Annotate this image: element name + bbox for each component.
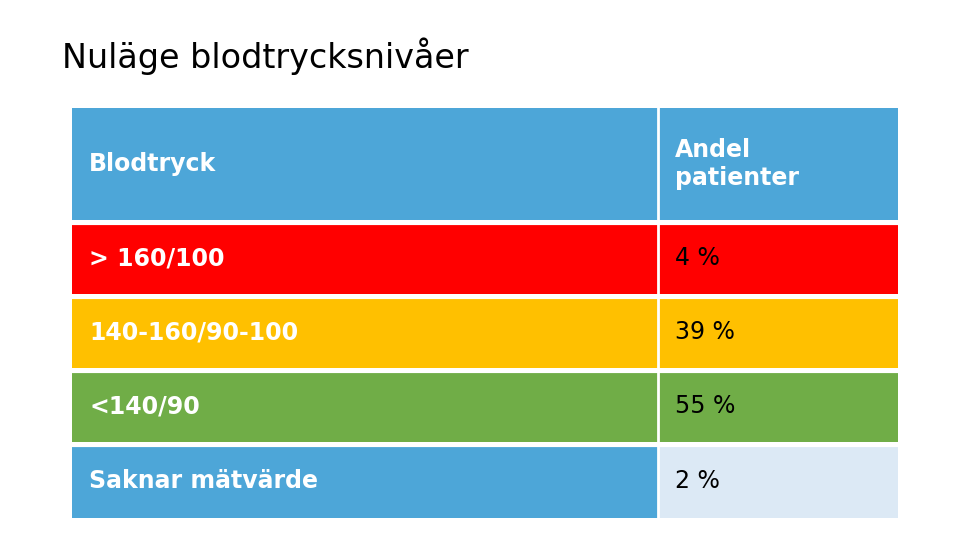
Bar	[658, 297, 898, 368]
Text: 39 %: 39 %	[675, 320, 734, 345]
Bar	[658, 370, 898, 442]
Text: 4 %: 4 %	[675, 246, 720, 271]
Bar	[72, 223, 658, 294]
Text: > 160/100: > 160/100	[89, 246, 225, 271]
Bar	[658, 108, 898, 220]
Text: Saknar mätvärde: Saknar mätvärde	[89, 469, 319, 494]
Bar	[658, 444, 898, 518]
Text: 140-160/90-100: 140-160/90-100	[89, 320, 299, 345]
Text: 2 %: 2 %	[675, 469, 720, 494]
Bar	[72, 108, 658, 220]
Text: 55 %: 55 %	[675, 394, 735, 418]
Text: Andel
patienter: Andel patienter	[675, 138, 799, 190]
Bar	[658, 223, 898, 294]
Text: Blodtryck: Blodtryck	[89, 152, 217, 176]
Bar	[72, 444, 658, 518]
Text: Nuläge blodtrycksnivåer: Nuläge blodtrycksnivåer	[62, 38, 469, 76]
Text: <140/90: <140/90	[89, 394, 200, 418]
Bar	[72, 297, 658, 368]
Bar	[72, 370, 658, 442]
